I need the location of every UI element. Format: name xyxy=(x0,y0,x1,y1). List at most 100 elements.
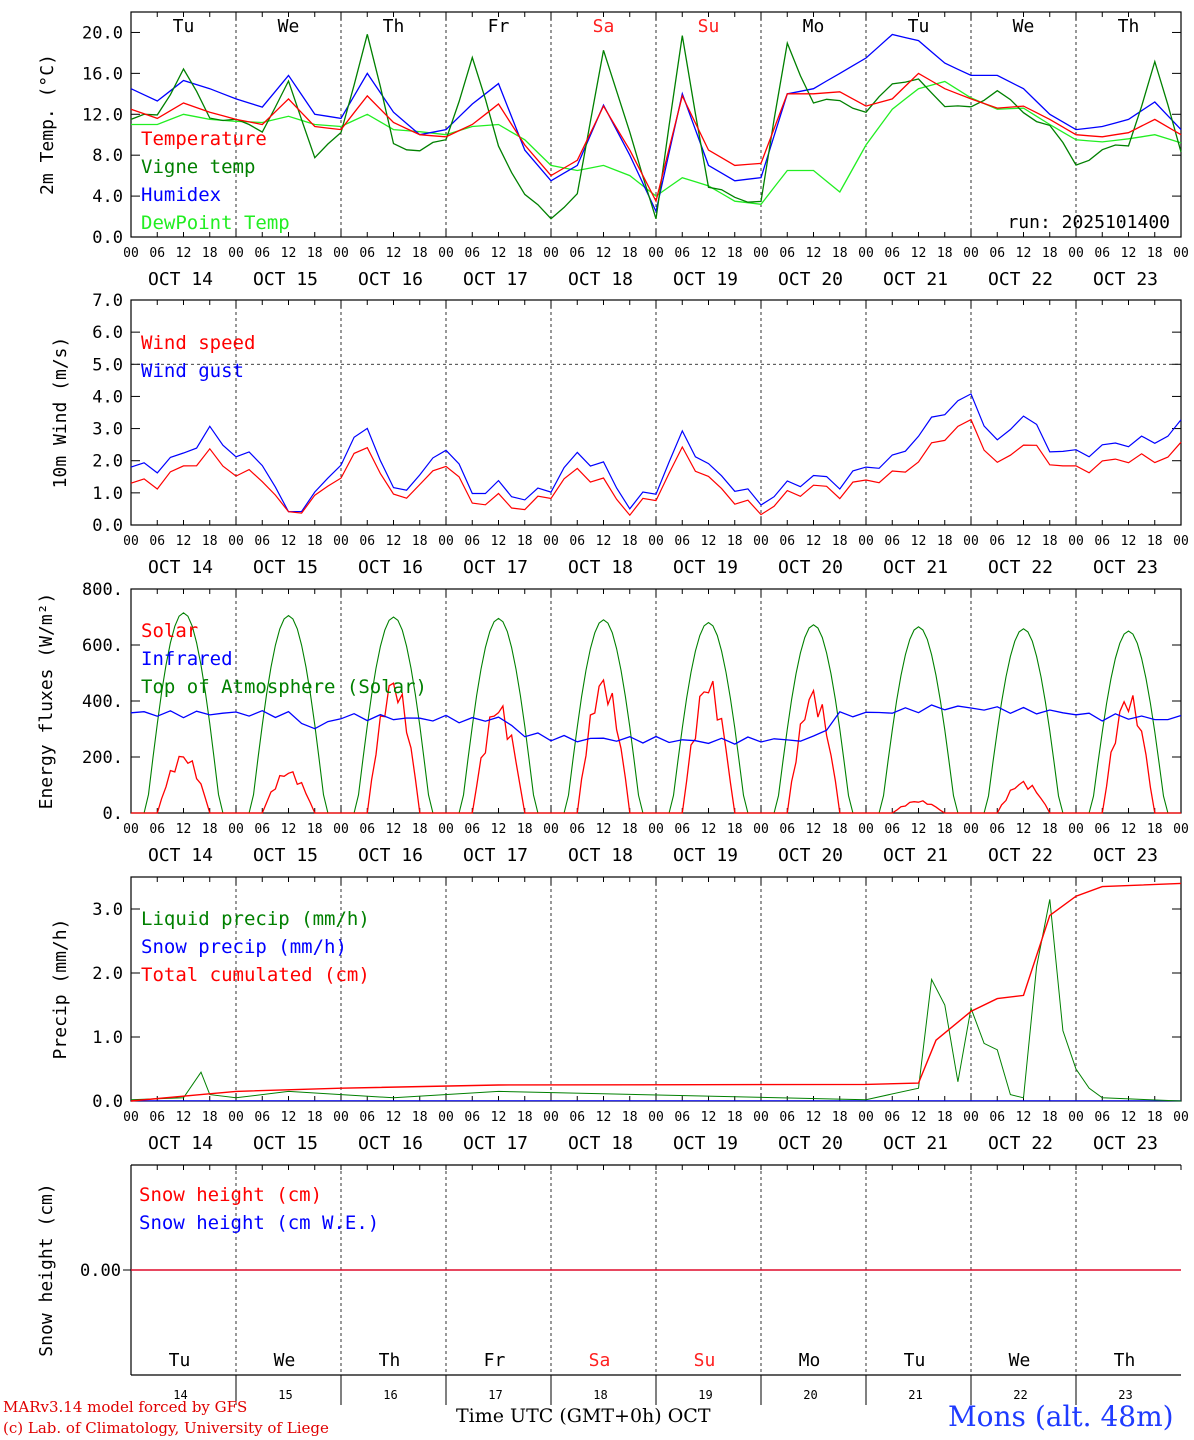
hour-tick-label: 00 xyxy=(753,822,769,837)
date-label: OCT 14 xyxy=(148,269,213,290)
hour-tick-label: 18 xyxy=(937,1110,953,1125)
date-label: OCT 18 xyxy=(568,557,633,578)
panel-3: 0. 200. 400. 600. 800. Solar Infrared Top of At… xyxy=(36,580,1182,824)
y-tick-label: 3.0 xyxy=(92,420,123,440)
y-axis-label: Snow height (cm) xyxy=(36,1183,57,1356)
day-number: 15 xyxy=(278,1388,292,1402)
legend-entry: Vigne temp xyxy=(141,156,255,178)
hour-tick-label: 18 xyxy=(622,1110,638,1125)
hour-axis-3: 00 06 12 18 00 06 12 18 00 06 12 18 00 06 12 18 00 06 12 18… xyxy=(123,822,1189,866)
series-line xyxy=(130,704,1182,745)
hour-tick-label: 12 xyxy=(1121,1110,1137,1125)
hour-tick-label: 00 xyxy=(543,1110,559,1125)
hour-tick-label: 00 xyxy=(753,534,769,549)
hour-tick-label: 00 xyxy=(1068,822,1084,837)
day-label: Th xyxy=(383,16,405,37)
panel-frame xyxy=(130,588,1182,814)
hour-tick-label: 00 xyxy=(963,1110,979,1125)
day-label: Th xyxy=(1114,1350,1136,1371)
hour-tick-label: 00 xyxy=(648,246,664,261)
hour-tick-label: 06 xyxy=(569,246,585,261)
day-number: 23 xyxy=(1118,1388,1132,1402)
day-number: 16 xyxy=(383,1388,397,1402)
y-axis-label: 10m Wind (m/s) xyxy=(50,337,71,489)
date-label: OCT 16 xyxy=(358,269,423,290)
date-label: OCT 15 xyxy=(253,557,318,578)
run-label: run: 2025101400 xyxy=(1007,212,1170,233)
hour-tick-label: 18 xyxy=(1147,246,1163,261)
hour-tick-label: 12 xyxy=(491,1110,507,1125)
hour-tick-label: 06 xyxy=(989,534,1005,549)
hour-tick-label: 12 xyxy=(176,534,192,549)
hour-tick-label: 12 xyxy=(1121,246,1137,261)
hour-tick-label: 00 xyxy=(543,822,559,837)
hour-tick-label: 12 xyxy=(806,246,822,261)
hour-tick-label: 18 xyxy=(937,822,953,837)
hour-tick-label: 06 xyxy=(254,1110,270,1125)
hour-tick-label: 06 xyxy=(779,1110,795,1125)
hour-tick-label: 12 xyxy=(1121,822,1137,837)
hour-tick-label: 12 xyxy=(1016,534,1032,549)
hour-tick-label: 00 xyxy=(1068,246,1084,261)
hour-tick-label: 18 xyxy=(517,1110,533,1125)
hour-tick-label: 00 xyxy=(123,1110,139,1125)
hour-tick-label: 06 xyxy=(254,246,270,261)
hour-tick-label: 18 xyxy=(202,1110,218,1125)
hour-tick-label: 00 xyxy=(753,246,769,261)
y-tick-label: 2.0 xyxy=(92,964,123,984)
hour-tick-label: 18 xyxy=(202,822,218,837)
hour-tick-label: 00 xyxy=(228,246,244,261)
y-tick-label: 200. xyxy=(82,748,123,768)
hour-tick-label: 18 xyxy=(622,246,638,261)
panel-2: 0.0 1.0 2.0 3.0 4.0 5.0 6.0 7.0 Wind speed Wind g… xyxy=(50,291,1182,536)
hour-tick-label: 06 xyxy=(1094,534,1110,549)
day-number: 21 xyxy=(908,1388,922,1402)
hour-tick-label: 00 xyxy=(648,822,664,837)
panel-frame xyxy=(130,299,1182,526)
meteogram-panels: 0.0 4.0 8.0 12.0 16.0 20.0 Tu We Th Fr Sa Su Mo Tu We T… xyxy=(36,11,1189,1405)
hour-tick-label: 00 xyxy=(438,1110,454,1125)
hour-tick-label: 18 xyxy=(727,534,743,549)
day-label: Sa xyxy=(593,16,615,37)
hour-tick-label: 12 xyxy=(911,534,927,549)
day-label: We xyxy=(1009,1350,1031,1371)
y-axis-label: 2m Temp. (°C) xyxy=(37,54,58,195)
hour-tick-label: 18 xyxy=(727,1110,743,1125)
hour-tick-label: 12 xyxy=(281,822,297,837)
hour-tick-label: 00 xyxy=(858,1110,874,1125)
date-label: OCT 15 xyxy=(253,269,318,290)
hour-tick-label: 18 xyxy=(1042,1110,1058,1125)
y-tick-label: 12.0 xyxy=(82,105,123,125)
day-label: Su xyxy=(698,16,720,37)
legend-entry: Humidex xyxy=(141,184,221,206)
hour-axis-4: 00 06 12 18 00 06 12 18 00 06 12 18 00 06 12 18 00 06 12 18… xyxy=(123,1110,1189,1154)
credit-model: MARv3.14 model forced by GFS xyxy=(3,1398,248,1416)
day-label: Su xyxy=(694,1350,716,1371)
hour-tick-label: 06 xyxy=(254,534,270,549)
hour-tick-label: 12 xyxy=(1121,534,1137,549)
day-number: 22 xyxy=(1013,1388,1027,1402)
date-label: OCT 21 xyxy=(883,1133,948,1154)
series-line xyxy=(130,882,1182,1102)
series-line xyxy=(130,33,1182,214)
date-label: OCT 22 xyxy=(988,1133,1053,1154)
hour-tick-label: 06 xyxy=(149,822,165,837)
hour-tick-label: 06 xyxy=(464,822,480,837)
day-label: Tu xyxy=(904,1350,926,1371)
legend-entry: Wind speed xyxy=(141,332,255,354)
hour-tick-label: 00 xyxy=(1068,1110,1084,1125)
station-name: Mons (alt. 48m) xyxy=(948,1400,1174,1433)
hour-tick-label: 06 xyxy=(149,1110,165,1125)
hour-tick-label: 06 xyxy=(779,534,795,549)
hour-tick-label: 18 xyxy=(1042,822,1058,837)
date-label: OCT 20 xyxy=(778,557,843,578)
hour-tick-label: 00 xyxy=(963,246,979,261)
y-axis-label: Precip (mm/h) xyxy=(50,919,71,1060)
hour-tick-label: 00 xyxy=(228,1110,244,1125)
hour-tick-label: 06 xyxy=(569,1110,585,1125)
legend-entry: DewPoint Temp xyxy=(141,212,290,234)
date-label: OCT 18 xyxy=(568,269,633,290)
y-tick-label: 6.0 xyxy=(92,323,123,343)
date-label: OCT 17 xyxy=(463,269,528,290)
y-tick-label: 4.0 xyxy=(92,187,123,207)
